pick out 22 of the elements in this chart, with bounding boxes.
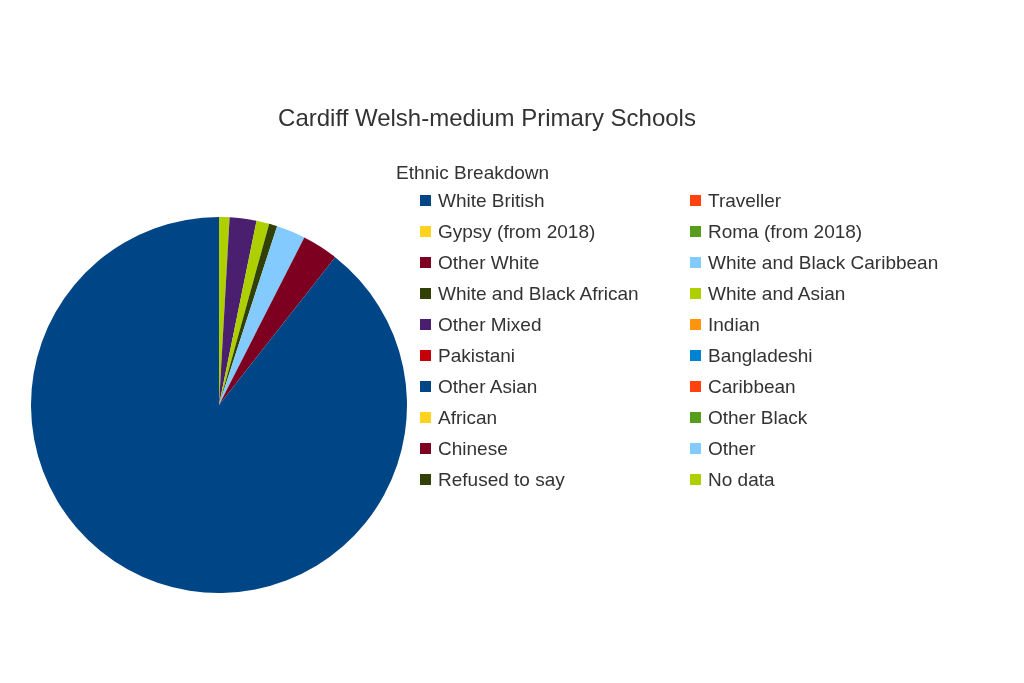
- legend-label: Other: [708, 437, 756, 460]
- legend-label: Refused to say: [438, 468, 565, 491]
- legend-label: White and Black African: [438, 282, 639, 305]
- legend-label: Traveller: [708, 189, 782, 212]
- legend-label: African: [438, 406, 498, 429]
- legend-label: Chinese: [438, 437, 508, 460]
- legend-label: Other Mixed: [438, 313, 542, 336]
- legend-title: Ethnic Breakdown: [396, 162, 551, 184]
- legend-label: No data: [708, 468, 775, 491]
- legend-label: Indian: [708, 313, 760, 336]
- legend-label: White and Black Caribbean: [708, 251, 939, 274]
- chart-title: Cardiff Welsh-medium Primary Schools: [277, 104, 697, 132]
- legend-label: Roma (from 2018): [708, 220, 863, 243]
- legend-label: Caribbean: [708, 375, 796, 398]
- legend-label: Bangladeshi: [708, 344, 813, 367]
- legend-label: Gypsy (from 2018): [438, 220, 596, 243]
- legend-label: Other Black: [708, 406, 808, 429]
- legend-label: Pakistani: [438, 344, 516, 367]
- legend-label: Other Asian: [438, 375, 538, 398]
- legend-label: White and Asian: [708, 282, 846, 305]
- legend-label: Other White: [438, 251, 540, 274]
- legend-label: White British: [438, 189, 545, 212]
